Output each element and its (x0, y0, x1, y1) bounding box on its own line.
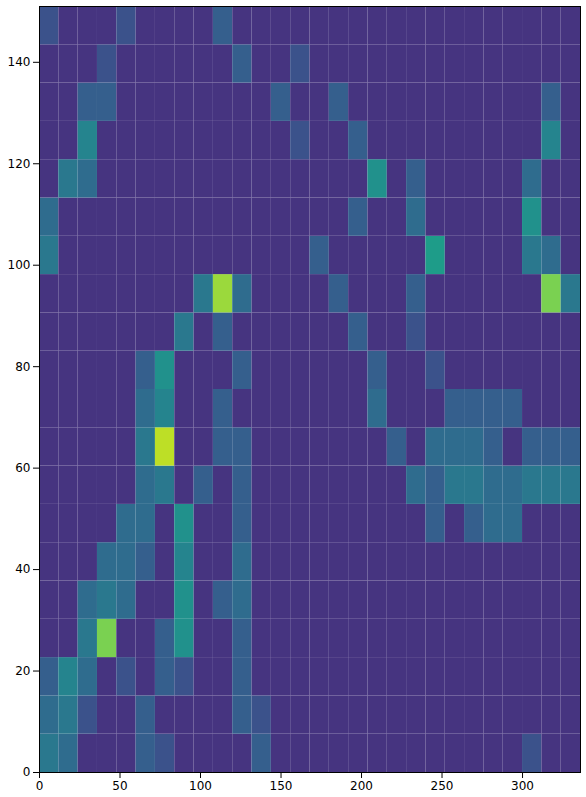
svg-text:80: 80 (15, 360, 30, 374)
svg-text:60: 60 (15, 461, 30, 475)
svg-text:50: 50 (112, 779, 127, 793)
svg-text:250: 250 (431, 779, 454, 793)
svg-text:200: 200 (350, 779, 373, 793)
svg-text:100: 100 (189, 779, 212, 793)
svg-text:120: 120 (8, 157, 31, 171)
svg-text:300: 300 (511, 779, 534, 793)
svg-text:0: 0 (23, 765, 31, 779)
svg-text:20: 20 (15, 664, 30, 678)
svg-text:0: 0 (36, 779, 44, 793)
svg-text:150: 150 (270, 779, 293, 793)
svg-text:100: 100 (8, 258, 31, 272)
svg-text:40: 40 (15, 562, 30, 576)
svg-text:140: 140 (8, 55, 31, 69)
